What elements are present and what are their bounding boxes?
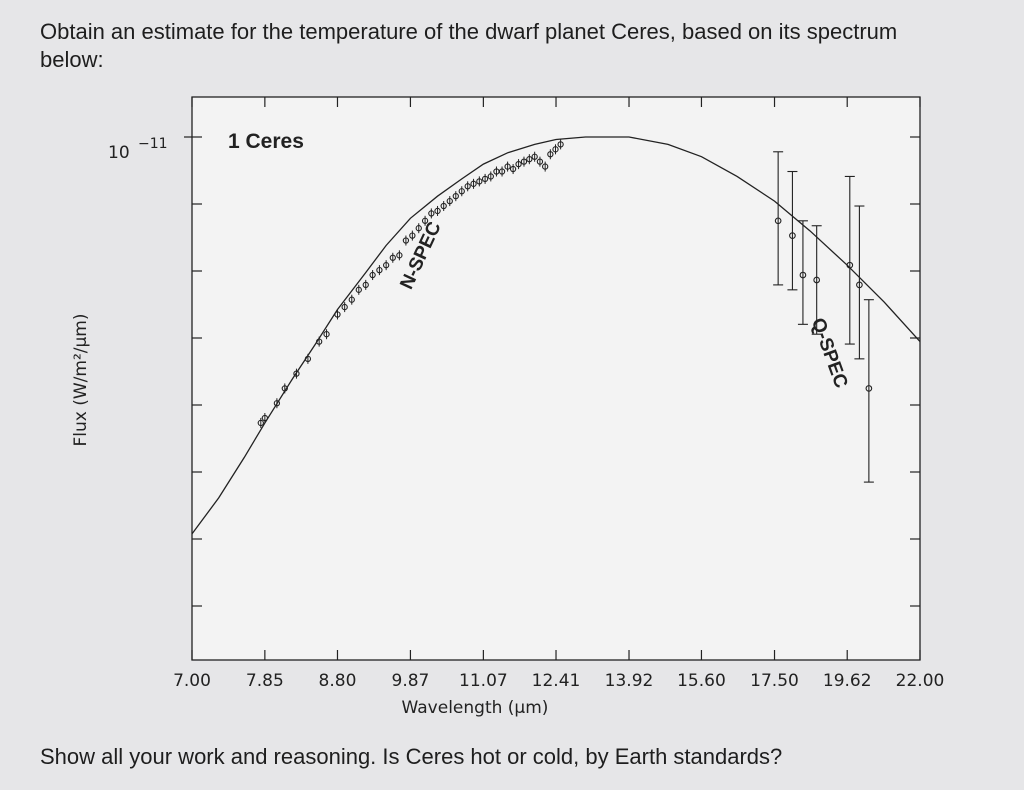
chart-title: 1 Ceres bbox=[228, 130, 304, 153]
n-spec-point bbox=[504, 163, 511, 170]
y-axis-label: Flux (W/m²/μm) bbox=[71, 313, 91, 446]
n-spec-point bbox=[304, 355, 312, 362]
n-spec-point bbox=[498, 168, 506, 175]
n-spec-point bbox=[464, 183, 471, 190]
x-tick-label: 12.41 bbox=[532, 671, 581, 691]
n-spec-point bbox=[547, 151, 554, 158]
n-spec-point bbox=[389, 254, 396, 261]
n-spec-point bbox=[526, 156, 533, 163]
x-tick-label: 17.50 bbox=[750, 671, 799, 691]
n-spec-point bbox=[323, 331, 330, 338]
q-spec-point bbox=[813, 276, 821, 284]
n-spec-point bbox=[376, 266, 383, 274]
y-tick-base: 10 bbox=[108, 143, 130, 163]
x-tick-label: 7.85 bbox=[246, 671, 284, 691]
n-spec-point bbox=[355, 286, 362, 293]
q-spec-point bbox=[789, 232, 796, 239]
q-spec-point bbox=[799, 271, 807, 279]
n-spec-point bbox=[409, 232, 416, 239]
x-tick-label: 19.62 bbox=[823, 671, 872, 691]
question-footer: Show all your work and reasoning. Is Cer… bbox=[40, 744, 783, 769]
x-tick-label: 11.07 bbox=[459, 671, 508, 691]
n-spec-point bbox=[396, 252, 403, 259]
n-spec-point bbox=[434, 207, 441, 215]
n-spec-point bbox=[293, 370, 300, 377]
n-spec-point bbox=[452, 193, 459, 200]
n-spec-point bbox=[487, 173, 494, 180]
question-text: Obtain an estimate for the temperature o… bbox=[40, 19, 898, 72]
n-spec-point bbox=[476, 178, 483, 185]
q-spec-point bbox=[774, 217, 782, 225]
q-spec-point bbox=[856, 281, 863, 289]
n-spec-point bbox=[273, 400, 281, 407]
q-spec-point bbox=[846, 261, 854, 269]
n-spec-point bbox=[542, 163, 549, 170]
n-spec-point bbox=[531, 153, 538, 160]
n-spec-point bbox=[481, 175, 489, 183]
x-tick-label: 8.80 bbox=[319, 671, 357, 691]
n-spec-point bbox=[515, 160, 522, 168]
n-spec-point bbox=[428, 210, 435, 217]
x-tick-label: 9.87 bbox=[392, 671, 430, 691]
n-spec-point bbox=[281, 385, 288, 392]
n-spec-point bbox=[341, 303, 348, 311]
q-spec-point bbox=[865, 385, 873, 392]
n-spec-point bbox=[520, 158, 528, 165]
n-spec-point bbox=[348, 296, 355, 303]
x-tick-label: 7.00 bbox=[173, 671, 211, 691]
n-spec-point bbox=[421, 217, 429, 224]
n-spec-point bbox=[446, 197, 453, 205]
n-spec-point bbox=[382, 262, 390, 269]
n-spec-point bbox=[402, 237, 410, 244]
x-tick-label: 13.92 bbox=[605, 671, 654, 691]
plot-frame bbox=[191, 96, 921, 661]
n-spec-point bbox=[557, 141, 564, 148]
n-spec-point bbox=[509, 165, 517, 173]
n-spec-point bbox=[334, 311, 341, 318]
n-spec-point bbox=[316, 338, 323, 345]
x-tick-label: 22.00 bbox=[896, 671, 945, 691]
n-spec-point bbox=[257, 419, 264, 427]
n-spec-point bbox=[458, 188, 465, 195]
n-spec-point bbox=[552, 146, 559, 153]
x-tick-label: 15.60 bbox=[677, 671, 726, 691]
n-spec-point bbox=[362, 281, 369, 289]
x-axis-label: Wavelength (μm) bbox=[402, 698, 549, 718]
n-spec-point bbox=[470, 180, 477, 187]
n-spec-point bbox=[369, 271, 376, 279]
n-spec-point bbox=[440, 202, 447, 210]
n-spec-point bbox=[261, 414, 269, 422]
y-tick-exponent: −11 bbox=[138, 136, 168, 152]
n-spec-point bbox=[415, 225, 422, 232]
n-spec-point bbox=[536, 158, 544, 165]
